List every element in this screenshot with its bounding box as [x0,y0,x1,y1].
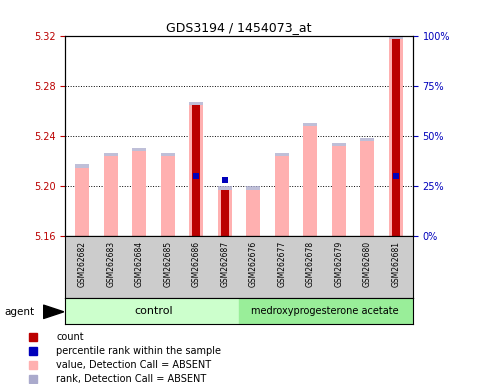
Title: GDS3194 / 1454073_at: GDS3194 / 1454073_at [166,21,312,34]
Bar [221,190,229,236]
Bar [275,156,289,236]
Text: value, Detection Call = ABSENT: value, Detection Call = ABSENT [56,360,211,370]
Bar [161,153,175,156]
Bar [132,151,146,236]
Bar [218,190,232,236]
Text: rank, Detection Call = ABSENT: rank, Detection Call = ABSENT [56,374,206,384]
Bar [303,123,317,126]
Bar [275,153,289,156]
Bar [389,35,403,39]
Text: GSM262677: GSM262677 [277,241,286,287]
Bar [218,186,232,190]
Bar [332,143,346,146]
Text: medroxyprogesterone acetate: medroxyprogesterone acetate [251,306,398,316]
Text: control: control [134,306,173,316]
Bar [75,164,89,167]
Bar [246,186,260,190]
Text: GSM262686: GSM262686 [192,241,201,287]
Polygon shape [43,305,64,319]
Text: GSM262687: GSM262687 [220,241,229,287]
Text: GSM262678: GSM262678 [306,241,315,287]
Text: count: count [56,332,84,342]
Bar [239,298,413,324]
Text: GSM262685: GSM262685 [163,241,172,287]
Bar [332,146,346,236]
Bar [303,126,317,236]
Text: GSM262676: GSM262676 [249,241,258,287]
Bar [75,167,89,236]
Bar [189,101,203,105]
Bar [360,138,374,141]
Text: GSM262683: GSM262683 [106,241,115,287]
Bar [189,105,203,236]
Bar [192,105,200,236]
Text: GSM262682: GSM262682 [78,241,87,287]
Bar [392,39,400,236]
Bar [360,141,374,236]
Bar [389,39,403,236]
Bar [161,156,175,236]
Text: agent: agent [5,307,35,317]
Bar [132,148,146,151]
Bar [246,190,260,236]
Text: GSM262680: GSM262680 [363,241,372,287]
Text: GSM262681: GSM262681 [391,241,400,287]
Text: GSM262679: GSM262679 [334,241,343,287]
Bar [65,298,239,324]
Bar [104,156,118,236]
Text: GSM262684: GSM262684 [135,241,144,287]
Text: percentile rank within the sample: percentile rank within the sample [56,346,221,356]
Bar [104,153,118,156]
